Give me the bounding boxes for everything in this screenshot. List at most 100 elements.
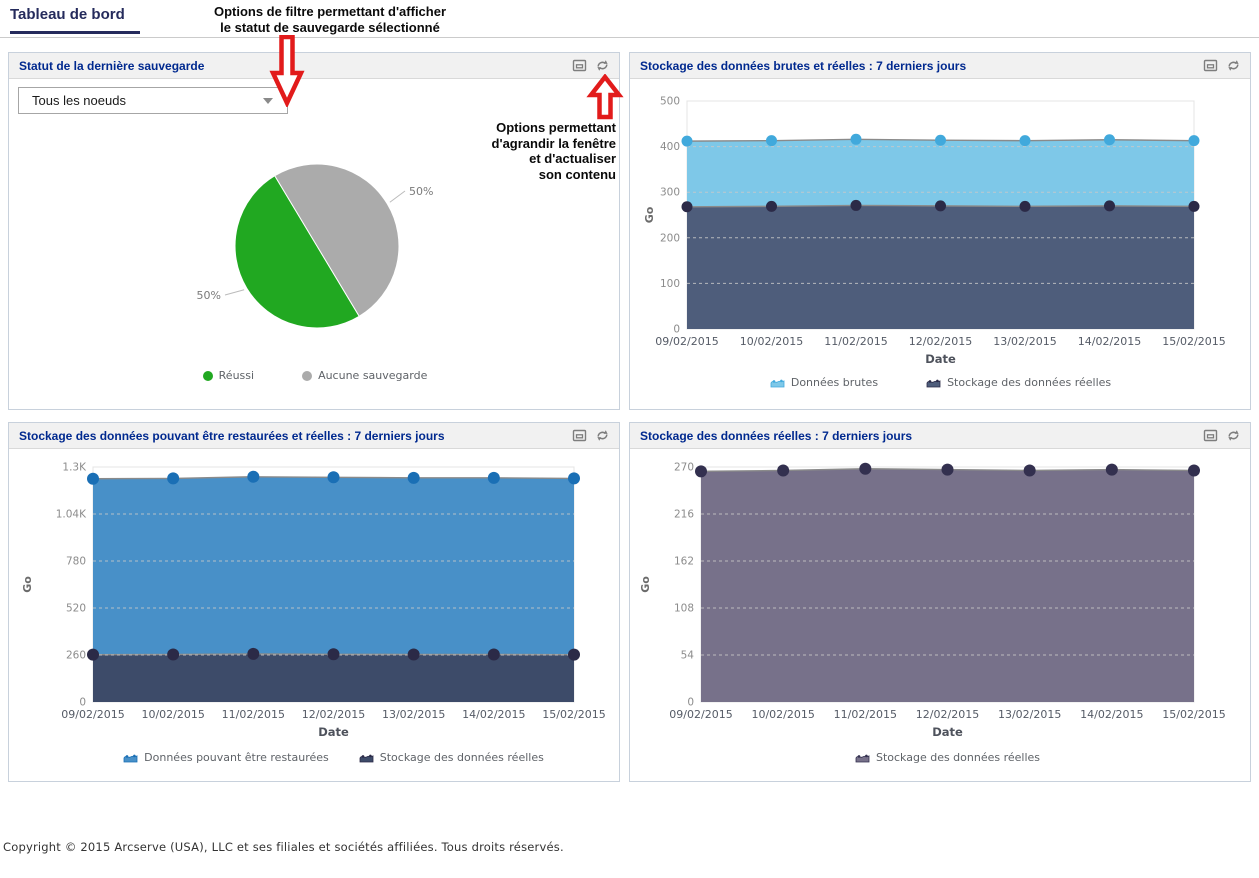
svg-text:15/02/2015: 15/02/2015 <box>1162 708 1225 721</box>
svg-text:780: 780 <box>66 556 86 568</box>
panel-restorable-actual: Stockage des données pouvant être restau… <box>8 422 620 782</box>
maximize-icon[interactable] <box>1203 59 1218 72</box>
svg-text:09/02/2015: 09/02/2015 <box>61 708 124 721</box>
svg-text:11/02/2015: 11/02/2015 <box>222 708 285 721</box>
svg-text:100: 100 <box>660 278 680 290</box>
restorable-actual-area-chart: 0 260 520 780 1.04K 1.3K 09/02/2015 10/02/2015 1… <box>21 462 606 740</box>
panel-raw-actual-body: 0 100 200 300 400 500 09/02/2015 10/02/2015 11/0… <box>630 79 1250 411</box>
maximize-icon[interactable] <box>572 429 587 442</box>
svg-text:1.04K: 1.04K <box>56 509 87 521</box>
svg-text:1.3K: 1.3K <box>62 462 87 474</box>
area-series-icon <box>123 754 138 763</box>
svg-text:162: 162 <box>674 556 694 568</box>
annotation-window-note-line1: Options permettant <box>496 120 616 135</box>
pie-legend: Réussi Aucune sauvegarde <box>9 369 621 382</box>
header-divider <box>0 37 1259 38</box>
panel-raw-actual-title: Stockage des données brutes et réelles :… <box>640 58 967 73</box>
legend-label: Stockage des données réelles <box>947 376 1112 389</box>
legend-label: Stockage des données réelles <box>875 751 1041 764</box>
svg-text:54: 54 <box>681 650 695 662</box>
panel-restorable-actual-header: Stockage des données pouvant être restau… <box>9 423 619 449</box>
maximize-icon[interactable] <box>572 59 587 72</box>
svg-text:14/02/2015: 14/02/2015 <box>462 708 525 721</box>
area-series-icon <box>770 379 785 388</box>
svg-text:12/02/2015: 12/02/2015 <box>909 335 972 348</box>
panel-actual-title: Stockage des données réelles : 7 dernier… <box>640 428 913 443</box>
refresh-icon[interactable] <box>595 59 610 72</box>
panel-backup-status-header: Statut de la dernière sauvegarde <box>9 53 619 79</box>
actual-area-chart: 0 54 108 162 216 270 09/02/2015 10/02/2015 11/02… <box>639 462 1226 740</box>
svg-text:300: 300 <box>660 187 680 199</box>
annotation-window-note: Options permettant d'agrandir la fenêtre… <box>438 120 616 182</box>
red-down-arrow-icon <box>269 35 305 107</box>
raw-actual-area-chart: 0 100 200 300 400 500 09/02/2015 10/02/2015 11/0… <box>643 96 1226 367</box>
panel-backup-status-title: Statut de la dernière sauvegarde <box>19 58 205 73</box>
refresh-icon[interactable] <box>595 429 610 442</box>
area-series-icon <box>359 754 374 763</box>
svg-text:15/02/2015: 15/02/2015 <box>1162 335 1225 348</box>
panel-raw-actual-header: Stockage des données brutes et réelles :… <box>630 53 1250 79</box>
annotation-filter-note: Options de filtre permettant d'afficher … <box>170 4 490 35</box>
svg-text:50%: 50% <box>409 185 433 198</box>
panel-restorable-actual-title: Stockage des données pouvant être restau… <box>19 428 445 443</box>
red-up-arrow-icon <box>586 74 624 120</box>
actual-legend: Stockage des données réelles <box>701 751 1194 764</box>
svg-text:0: 0 <box>673 324 680 336</box>
node-filter-value: Tous les noeuds <box>32 93 126 108</box>
panel-backup-status: Statut de la dernière sauvegarde Tous le… <box>8 52 620 410</box>
svg-text:13/02/2015: 13/02/2015 <box>382 708 445 721</box>
panel-actual-body: 0 54 108 162 216 270 09/02/2015 10/02/2015 11/02… <box>630 449 1250 783</box>
legend-label: Données pouvant être restaurées <box>144 751 329 764</box>
svg-text:270: 270 <box>674 462 694 474</box>
legend-item: Stockage des données réelles <box>926 376 1111 389</box>
svg-text:Go: Go <box>639 576 652 593</box>
tab-dashboard[interactable]: Tableau de bord <box>10 6 125 23</box>
legend-item: Données brutes <box>770 376 878 389</box>
maximize-icon[interactable] <box>1203 429 1218 442</box>
svg-text:500: 500 <box>660 96 680 108</box>
svg-text:14/02/2015: 14/02/2015 <box>1080 708 1143 721</box>
svg-text:216: 216 <box>674 509 694 521</box>
panel-raw-actual: Stockage des données brutes et réelles :… <box>629 52 1251 410</box>
svg-text:10/02/2015: 10/02/2015 <box>141 708 204 721</box>
annotation-window-note-line2: d'agrandir la fenêtre <box>491 135 616 151</box>
annotation-filter-note-line1: Options de filtre permettant d'afficher <box>213 4 447 19</box>
pie-series-icon <box>202 370 213 381</box>
annotation-filter-note-line2: le statut de sauvegarde sélectionné <box>220 19 440 35</box>
area-series-icon <box>855 754 870 763</box>
svg-text:200: 200 <box>660 232 680 244</box>
legend-item: Aucune sauvegarde <box>302 369 427 382</box>
svg-text:0: 0 <box>79 697 86 709</box>
svg-text:13/02/2015: 13/02/2015 <box>998 708 1061 721</box>
svg-text:Date: Date <box>932 725 963 739</box>
svg-text:09/02/2015: 09/02/2015 <box>669 708 732 721</box>
panel-actual: Stockage des données réelles : 7 dernier… <box>629 422 1251 782</box>
legend-item: Stockage des données réelles <box>855 751 1040 764</box>
legend-label: Réussi <box>218 369 255 382</box>
legend-label: Stockage des données réelles <box>379 751 544 764</box>
svg-text:11/02/2015: 11/02/2015 <box>834 708 897 721</box>
svg-text:108: 108 <box>674 603 694 615</box>
legend-item: Données pouvant être restaurées <box>123 751 329 764</box>
backup-status-pie-chart: 50% 50% <box>197 163 433 329</box>
svg-text:50%: 50% <box>197 289 221 302</box>
refresh-icon[interactable] <box>1226 59 1241 72</box>
svg-text:260: 260 <box>66 650 86 662</box>
svg-text:Date: Date <box>925 352 956 366</box>
refresh-icon[interactable] <box>1226 429 1241 442</box>
raw-actual-legend: Données brutes Stockage des données réell… <box>687 376 1194 389</box>
copyright-text: Copyright © 2015 Arcserve (USA), LLC et … <box>3 840 564 854</box>
panel-backup-status-body: Tous les noeuds 50% 50% Réussi Aucune sauv… <box>9 79 619 411</box>
legend-label: Aucune sauvegarde <box>318 369 428 382</box>
restorable-actual-legend: Données pouvant être restaurées Stockage … <box>73 751 594 764</box>
tab-active-underline <box>10 31 140 34</box>
svg-text:09/02/2015: 09/02/2015 <box>655 335 718 348</box>
svg-text:14/02/2015: 14/02/2015 <box>1078 335 1141 348</box>
annotation-window-note-line3: et d'actualiser <box>529 151 616 166</box>
svg-text:10/02/2015: 10/02/2015 <box>740 335 803 348</box>
node-filter-dropdown[interactable]: Tous les noeuds <box>18 87 288 114</box>
svg-text:400: 400 <box>660 141 680 153</box>
legend-item: Stockage des données réelles <box>359 751 544 764</box>
svg-text:Date: Date <box>318 725 349 739</box>
legend-item: Réussi <box>202 369 255 382</box>
